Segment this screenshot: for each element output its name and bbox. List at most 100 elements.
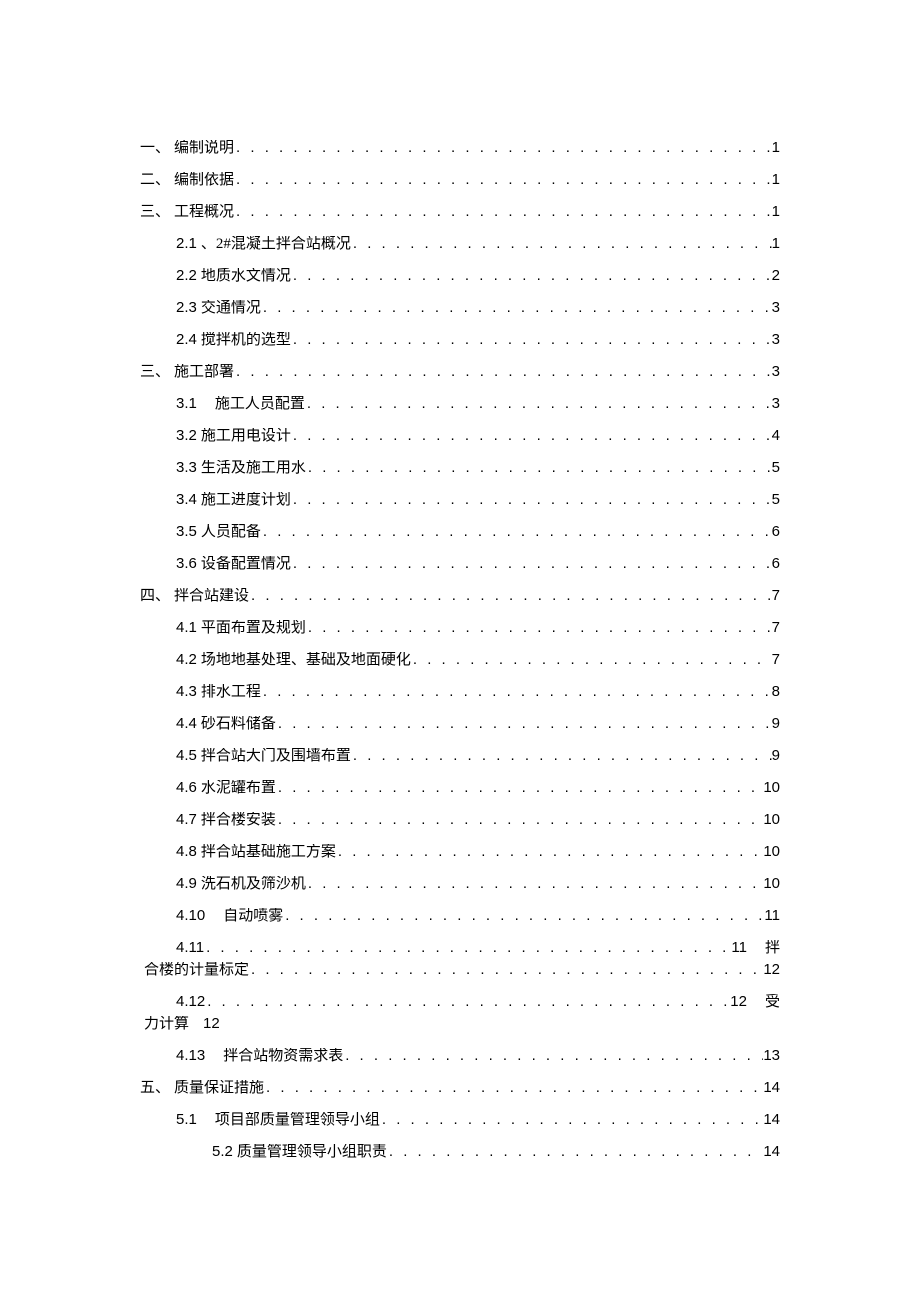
toc-leader-dots xyxy=(264,1080,763,1095)
toc-entry-number: 2.3 xyxy=(176,300,197,315)
toc-entry-number: 五、 xyxy=(140,1081,170,1096)
toc-entry: 3.2施工用电设计4 xyxy=(140,428,780,444)
toc-leader-dots xyxy=(387,1144,763,1159)
toc-leader-dots xyxy=(234,140,772,155)
toc-entry-number: 4.8 xyxy=(176,844,197,859)
toc-leader-dots xyxy=(276,812,763,827)
toc-entry-number: 2.2 xyxy=(176,268,197,283)
toc-entry-title: 拌合楼安装 xyxy=(197,813,276,828)
toc-entry-number: 四、 xyxy=(140,589,170,604)
toc-page-number: 10 xyxy=(763,876,780,891)
toc-page-number: 14 xyxy=(763,1112,780,1127)
toc-leader-dots xyxy=(234,172,772,187)
toc-leader-dots xyxy=(411,652,772,667)
toc-entry-title: 工程概况 xyxy=(170,205,234,220)
toc-page-number: 5 xyxy=(772,460,780,475)
toc-entry: 4.7拌合楼安装10 xyxy=(140,812,780,828)
toc-entry-number: 3.4 xyxy=(176,492,197,507)
toc-page-number: 12 xyxy=(730,994,747,1009)
toc-entry: 2.3交通情况3 xyxy=(140,300,780,316)
toc-entry-title: 拌合站物资需求表 xyxy=(219,1049,343,1064)
toc-entry-number: 5.1 xyxy=(176,1112,197,1127)
toc-page-number: 14 xyxy=(763,1144,780,1159)
toc-entry: 4.4砂石料储备9 xyxy=(140,716,780,732)
toc-page-number: 1 xyxy=(772,140,780,155)
toc-entry-title: 交通情况 xyxy=(197,301,261,316)
toc-page-number: 7 xyxy=(772,652,780,667)
toc-leader-dots xyxy=(261,300,772,315)
toc-page-number: 9 xyxy=(772,748,780,763)
toc-leader-dots xyxy=(306,460,772,475)
toc-entry-title: 编制依据 xyxy=(170,173,234,188)
toc-wrap-char: 受 xyxy=(747,995,780,1010)
toc-page-number: 12 xyxy=(763,962,780,977)
toc-entry-title: 洗石机及筛沙机 xyxy=(197,877,306,892)
toc-entry: 3.3生活及施工用水5 xyxy=(140,460,780,476)
toc-entry-title: 设备配置情况 xyxy=(197,557,291,572)
toc-entry-title: 施工人员配置 xyxy=(211,397,305,412)
toc-list: 一、编制说明1二、编制依据1三、工程概况12.1、2#混凝土拌合站概况12.2地… xyxy=(140,140,780,924)
toc-leader-dots xyxy=(343,1048,763,1063)
toc-leader-dots xyxy=(291,268,772,283)
toc-leader-dots xyxy=(249,962,763,977)
toc-entry: 2.4搅拌机的选型3 xyxy=(140,332,780,348)
toc-entry: 3.1 施工人员配置 3 xyxy=(140,396,780,412)
toc-leader-dots xyxy=(351,236,772,251)
toc-page-number: 3 xyxy=(772,396,780,411)
toc-entry-title: 施工进度计划 xyxy=(197,493,291,508)
toc-entry-number: 3.3 xyxy=(176,460,197,475)
toc-entry: 4.5拌合站大门及围墙布置9 xyxy=(140,748,780,764)
toc-leader-dots xyxy=(336,844,763,859)
toc-entry-title: 拌合站基础施工方案 xyxy=(197,845,336,860)
toc-entry-number: 3.1 xyxy=(176,396,197,411)
toc-entry: 3.4施工进度计划 5 xyxy=(140,492,780,508)
toc-page-number: 8 xyxy=(772,684,780,699)
toc-leader-dots xyxy=(291,556,772,571)
toc-entry: 4.9洗石机及筛沙机 10 xyxy=(140,876,780,892)
toc-leader-dots xyxy=(234,204,772,219)
toc-entry-title: 砂石料储备 xyxy=(197,717,276,732)
toc-leader-dots xyxy=(261,524,772,539)
toc-page-number: 6 xyxy=(772,556,780,571)
toc-entry-number: 3.6 xyxy=(176,556,197,571)
toc-entry-title: 自动喷雾 xyxy=(219,909,283,924)
toc-entry-number: 3.5 xyxy=(176,524,197,539)
toc-entry-title: 项目部质量管理领导小组 xyxy=(211,1113,380,1128)
toc-entry-title: 水泥罐布置 xyxy=(197,781,276,796)
toc-entry-number: 4.1 xyxy=(176,620,197,635)
toc-entry: 4.1平面布置及规划7 xyxy=(140,620,780,636)
toc-entry-title: 平面布置及规划 xyxy=(197,621,306,636)
toc-entry-wrapped: 4.1111拌合楼的计量标定12 xyxy=(140,940,780,978)
toc-entry-title: 拌合站大门及围墙布置 xyxy=(197,749,351,764)
table-of-contents: 一、编制说明1二、编制依据1三、工程概况12.1、2#混凝土拌合站概况12.2地… xyxy=(140,140,780,1160)
toc-page-number: 2 xyxy=(772,268,780,283)
toc-entry-title: 人员配备 xyxy=(197,525,261,540)
toc-leader-dots xyxy=(205,994,730,1009)
toc-entry: 2.1、2#混凝土拌合站概况1 xyxy=(140,236,780,252)
toc-leader-dots xyxy=(306,876,763,891)
toc-entry: 五、质量保证措施14 xyxy=(140,1080,780,1096)
toc-entry: 三、工程概况1 xyxy=(140,204,780,220)
toc-entry-number: 4.12 xyxy=(176,994,205,1009)
toc-entry-number: 4.4 xyxy=(176,716,197,731)
toc-entry: 三、施工部署3 xyxy=(140,364,780,380)
toc-entry-number: 5.2 xyxy=(212,1144,233,1159)
toc-entry: 5.1 项目部质量管理领导小组 14 xyxy=(140,1112,780,1128)
toc-entry: 3.6设备配置情况 6 xyxy=(140,556,780,572)
toc-entry: 5.2质量管理领导小组职责14 xyxy=(140,1144,780,1160)
toc-page-number: 5 xyxy=(772,492,780,507)
toc-page-number: 12 xyxy=(203,1016,220,1031)
toc-entry-number: 一、 xyxy=(140,141,170,156)
toc-entry: 4.13拌合站物资需求表13 xyxy=(140,1048,780,1064)
toc-entry: 4.6水泥罐布置10 xyxy=(140,780,780,796)
toc-leader-dots xyxy=(305,396,772,411)
toc-leader-dots xyxy=(291,428,772,443)
toc-entry-number: 2.1 xyxy=(176,236,197,251)
toc-leader-dots xyxy=(291,492,772,507)
toc-entry-number: 4.3 xyxy=(176,684,197,699)
toc-page-number: 4 xyxy=(772,428,780,443)
toc-entry-number: 4.9 xyxy=(176,876,197,891)
toc-page-number: 14 xyxy=(763,1080,780,1095)
toc-wrap-section: 4.1111拌合楼的计量标定124.1212受力计算12 xyxy=(140,940,780,1032)
toc-entry: 4.2场地地基处理、基础及地面硬化7 xyxy=(140,652,780,668)
